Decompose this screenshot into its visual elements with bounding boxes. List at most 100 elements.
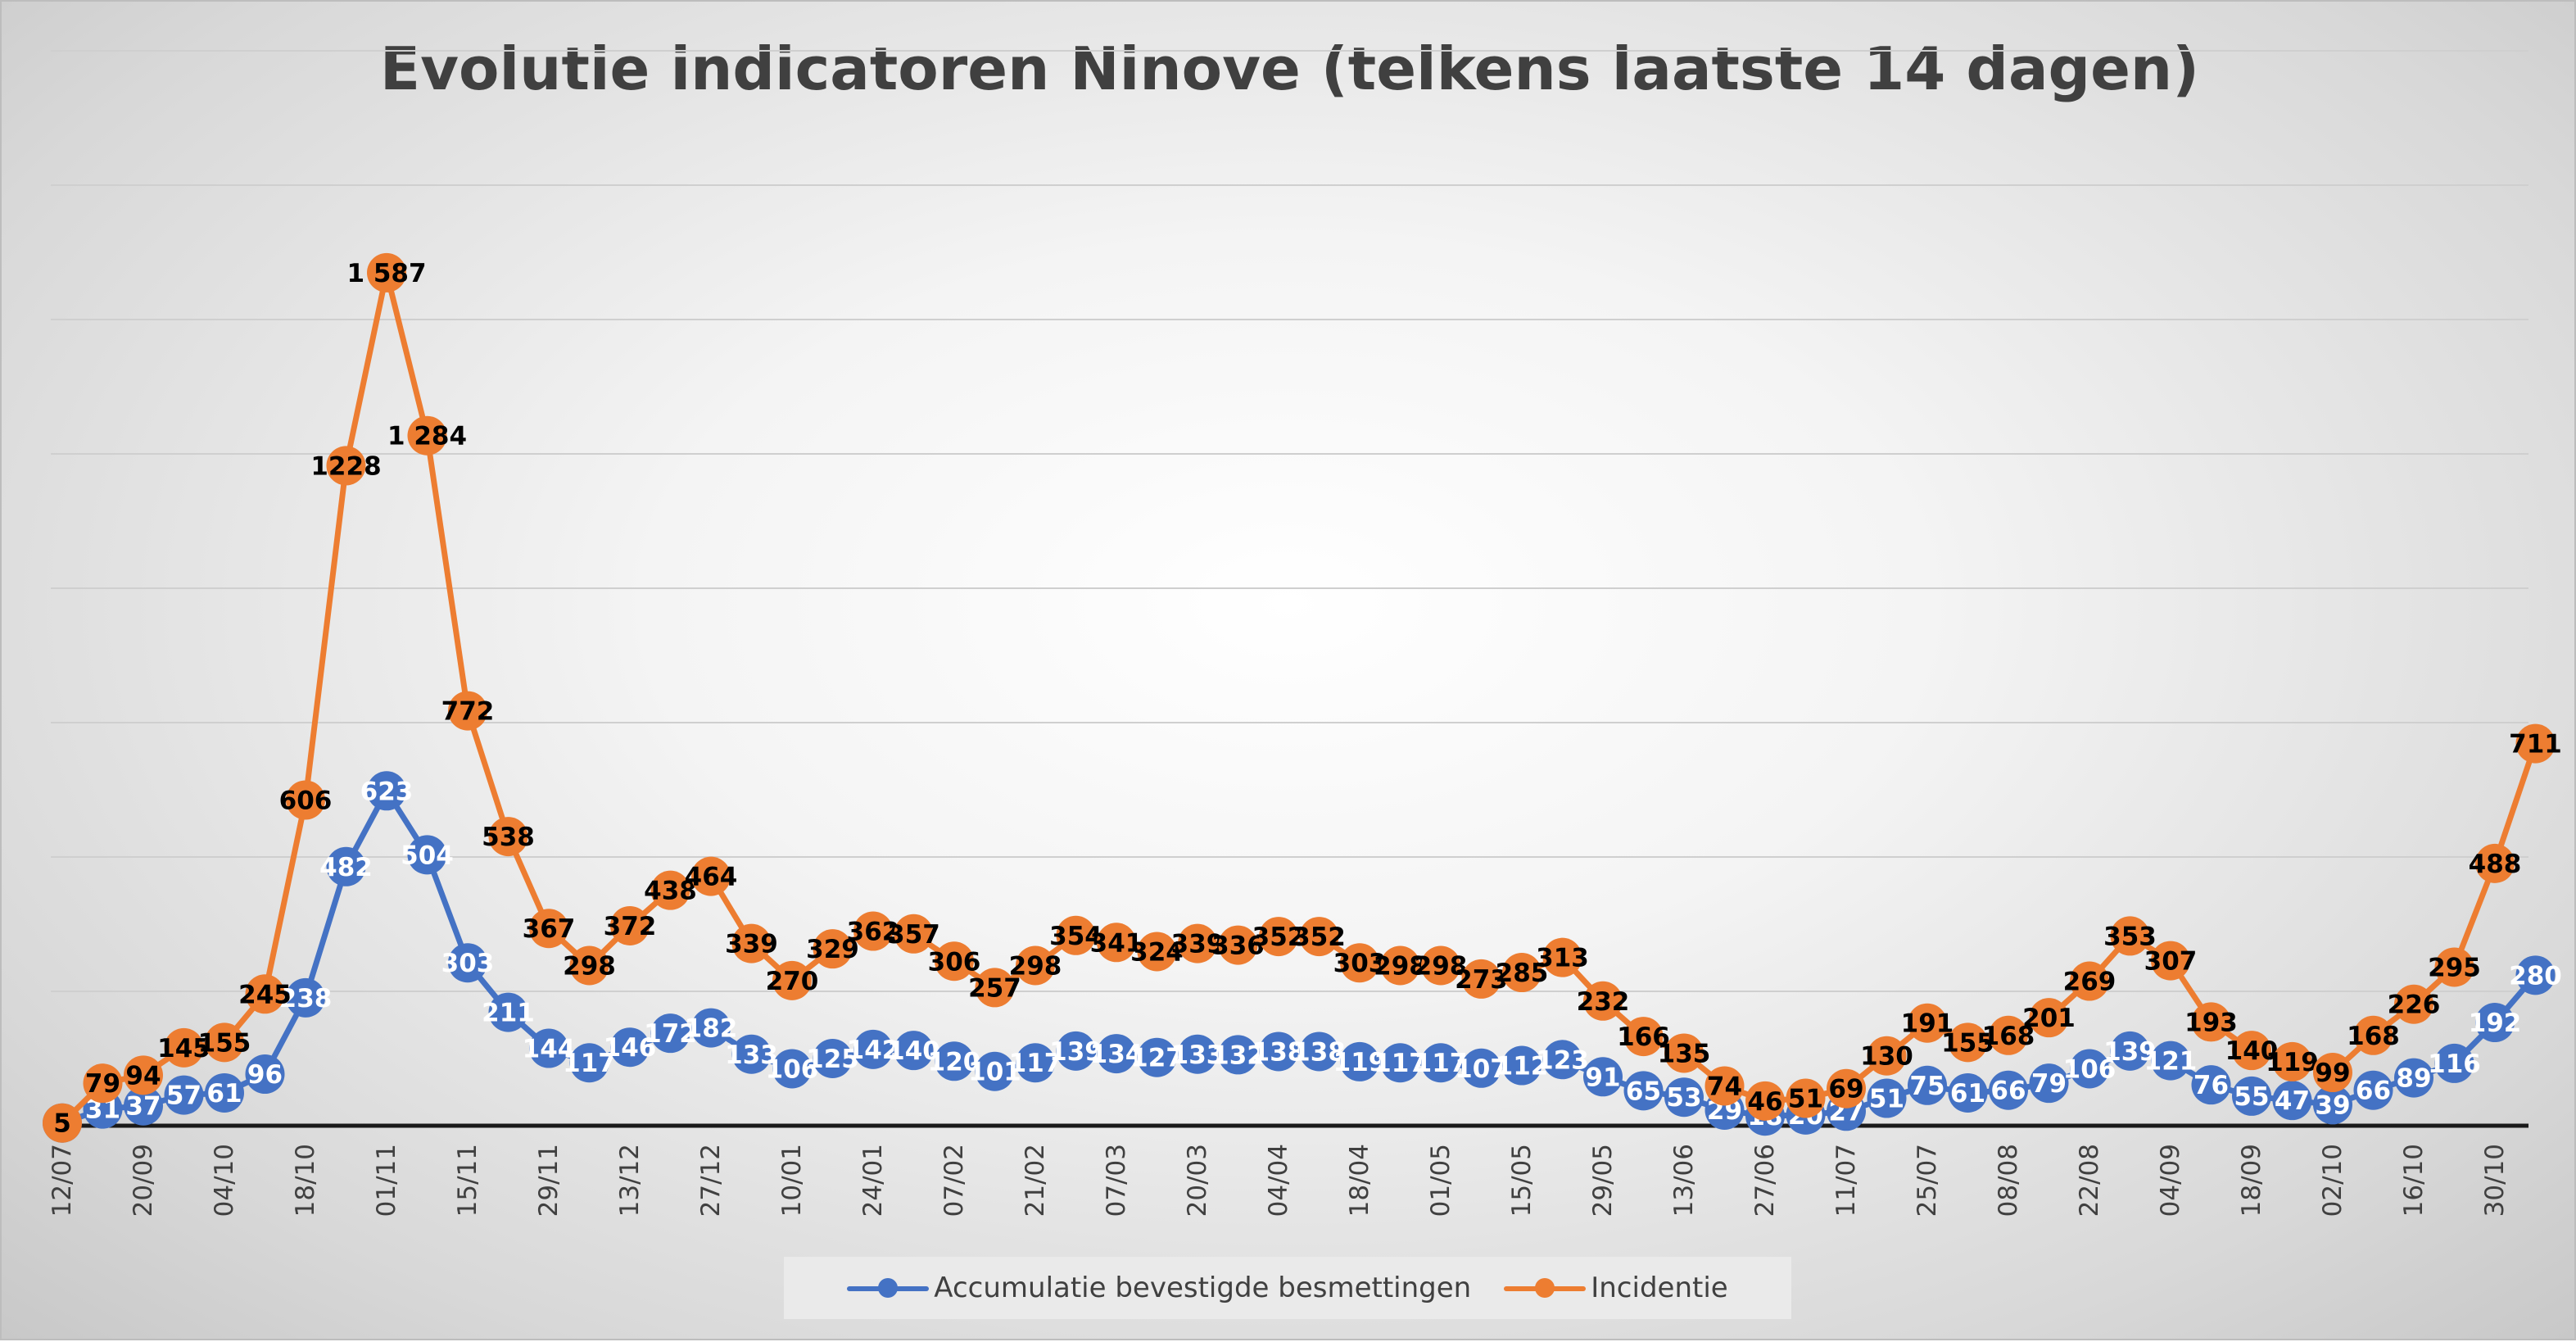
data-point <box>2272 1081 2312 1121</box>
data-label: 232 <box>1577 987 1630 1017</box>
data-point <box>2475 843 2515 883</box>
data-label: 94 <box>125 1061 161 1090</box>
data-point <box>2353 1015 2393 1055</box>
data-point <box>2070 961 2109 1001</box>
data-label: 130 <box>1860 1042 1913 1072</box>
data-point <box>367 771 406 811</box>
data-label: 140 <box>2225 1036 2279 1066</box>
data-label: 134 <box>1090 1040 1143 1069</box>
data-label: 107 <box>1455 1054 1508 1084</box>
data-label: 269 <box>2063 968 2116 997</box>
series-0: 5313757619623848262350430321114411714617… <box>43 771 2562 1143</box>
data-label: 336 <box>1211 932 1265 961</box>
data-label: 257 <box>968 973 1021 1003</box>
data-label: 1 284 <box>387 422 467 451</box>
x-tick-label: 02/10 <box>2318 1144 2347 1217</box>
data-point <box>1299 1031 1339 1072</box>
data-point <box>164 1027 204 1068</box>
data-label: 133 <box>725 1041 778 1070</box>
data-label: 341 <box>1090 928 1143 958</box>
data-label: 303 <box>1333 949 1387 978</box>
data-point <box>2029 1063 2069 1104</box>
data-label: 55 <box>2234 1082 2269 1112</box>
data-label: 117 <box>1374 1049 1427 1078</box>
data-label: 53 <box>1666 1083 1701 1113</box>
data-label: 307 <box>2144 947 2198 977</box>
data-point <box>1340 1041 1379 1081</box>
data-point <box>2110 1031 2150 1071</box>
x-tick-label: 22/08 <box>2075 1144 2104 1217</box>
data-label: 772 <box>441 697 495 727</box>
data-point <box>1623 1017 1664 1057</box>
data-point <box>1542 1040 1582 1080</box>
data-label: 211 <box>482 999 535 1028</box>
data-point <box>2515 955 2556 995</box>
data-label: 139 <box>1049 1037 1102 1067</box>
data-label: 1 587 <box>346 259 426 288</box>
data-point <box>772 1049 812 1089</box>
legend: Accumulatie bevestigde besmettingen Inci… <box>784 1257 1791 1319</box>
data-point <box>1421 945 1460 986</box>
data-point <box>1097 1034 1136 1074</box>
x-tick-label: 01/11 <box>372 1144 401 1217</box>
data-label: 606 <box>279 786 333 815</box>
data-point <box>1705 1066 1745 1106</box>
data-point <box>1137 1037 1177 1077</box>
data-label: 51 <box>1788 1085 1823 1114</box>
x-tick-label: 20/09 <box>129 1144 158 1217</box>
data-point <box>2191 1065 2231 1105</box>
data-label: 438 <box>644 877 697 906</box>
data-label: 482 <box>319 853 373 882</box>
data-point <box>245 1054 285 1095</box>
data-label: 135 <box>1658 1039 1711 1068</box>
data-point <box>245 974 285 1014</box>
data-point <box>1502 953 1542 993</box>
data-label: 339 <box>1171 930 1225 959</box>
data-label: 339 <box>725 930 778 959</box>
data-point <box>1786 1078 1826 1118</box>
data-point <box>1867 1036 1907 1076</box>
data-point <box>1340 943 1379 983</box>
data-point <box>650 870 690 910</box>
data-label: 324 <box>1130 937 1184 967</box>
data-point <box>569 945 609 986</box>
data-point <box>205 1022 244 1063</box>
data-label: 329 <box>806 935 859 964</box>
legend-item-incidentie: Incidentie <box>1504 1272 1728 1304</box>
data-label: 273 <box>1455 965 1508 995</box>
data-point <box>772 960 812 1000</box>
data-point <box>1623 1071 1664 1111</box>
data-label: 139 <box>2103 1037 2157 1067</box>
data-label: 270 <box>766 967 819 996</box>
data-point <box>1421 1043 1460 1083</box>
data-label: 464 <box>685 863 738 892</box>
data-point <box>813 1039 853 1078</box>
data-label: 298 <box>1415 952 1468 982</box>
data-label: 155 <box>1941 1028 1994 1058</box>
data-point <box>83 1063 123 1104</box>
data-point <box>1461 959 1501 999</box>
data-label: 117 <box>1009 1049 1062 1078</box>
data-point <box>2110 916 2150 956</box>
data-label: 76 <box>2193 1071 2229 1100</box>
x-tick-label: 01/05 <box>1426 1144 1456 1217</box>
data-point <box>2353 1070 2393 1110</box>
data-point <box>407 415 447 456</box>
legend-label-accumulatie: Accumulatie bevestigde besmettingen <box>934 1272 1472 1304</box>
x-tick-label: 29/05 <box>1588 1144 1618 1217</box>
data-point <box>1583 1057 1623 1097</box>
data-label: 106 <box>766 1054 819 1084</box>
data-point <box>975 1051 1015 1091</box>
data-label: 106 <box>2063 1054 2116 1084</box>
data-label: 146 <box>604 1033 657 1063</box>
x-tick-label: 24/01 <box>858 1144 888 1217</box>
data-point <box>935 1041 974 1081</box>
data-point <box>326 446 366 486</box>
data-label: 138 <box>1293 1037 1346 1067</box>
x-tick-label: 13/06 <box>1669 1144 1699 1217</box>
data-point <box>286 780 325 820</box>
series-line <box>60 270 2538 1126</box>
data-label: 39 <box>2315 1090 2350 1120</box>
data-label: 132 <box>1211 1041 1265 1070</box>
